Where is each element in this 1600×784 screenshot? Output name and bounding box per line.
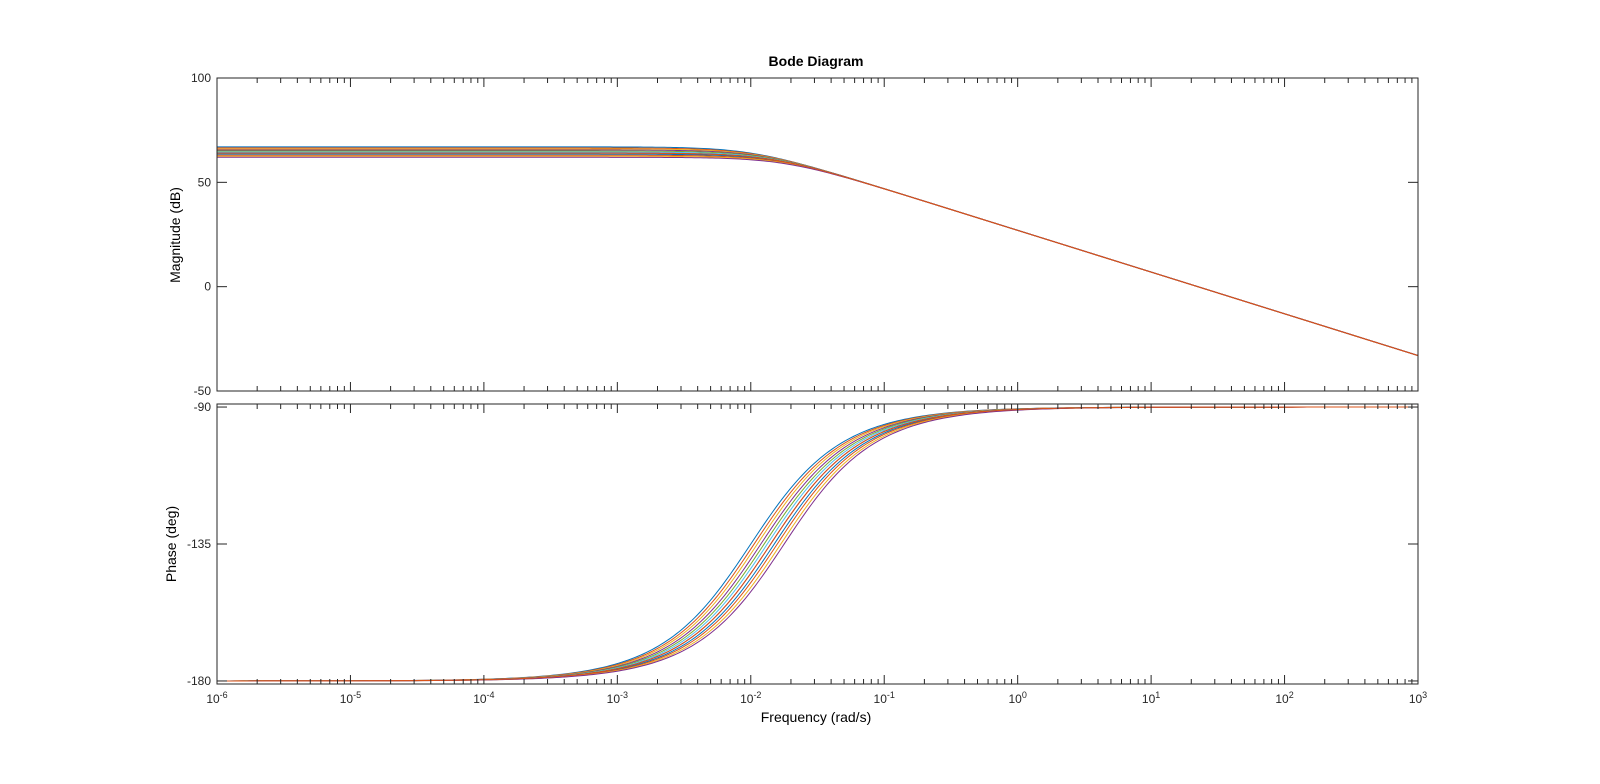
phase-series-line-12 [217,406,1418,682]
phase-ylabel: Phase (deg) [163,506,179,582]
phase-axes: -90 -135 -180 10-6 10-5 10-4 10-3 10-2 10-1 100 10… [163,400,1427,725]
frequency-xtick-label: 10-3 [607,690,628,706]
frequency-xtick-label: 10-6 [206,690,227,706]
frequency-xtick-label: 102 [1275,690,1293,706]
frequency-xtick-label: 103 [1409,690,1427,706]
magnitude-series-line-12 [217,152,1419,357]
frequency-xlabel: Frequency (rad/s) [761,709,871,725]
frequency-xtick-label: 10-4 [473,690,494,706]
magnitude-ytick-label: 50 [198,175,212,189]
frequency-xtick-label: 100 [1008,690,1026,706]
magnitude-ytick-label: 0 [204,280,211,294]
phase-ticks: -90 -135 -180 10-6 10-5 10-4 10-3 10-2 10-1 100 10… [187,400,1427,706]
phase-curves [216,406,1418,682]
magnitude-curves [217,146,1419,357]
frequency-xtick-label: 10-2 [740,690,761,706]
magnitude-ylabel: Magnitude (dB) [167,187,183,283]
phase-ytick-label: -135 [187,537,211,551]
magnitude-ytick-label: 100 [191,71,211,85]
magnitude-axes: 100 50 0 -50 Magnitude (dB) [167,71,1419,398]
frequency-xtick-label: 10-1 [874,690,895,706]
frequency-xtick-label: 101 [1142,690,1160,706]
chart-title: Bode Diagram [769,53,864,69]
phase-ytick-label: -90 [194,400,212,414]
phase-ytick-label: -180 [187,674,211,688]
magnitude-ytick-label: -50 [194,384,212,398]
magnitude-axes-box [216,77,1419,392]
frequency-xtick-label: 10-5 [340,690,361,706]
phase-axes-box [216,403,1419,685]
